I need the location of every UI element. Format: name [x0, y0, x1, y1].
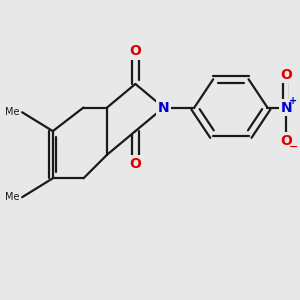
Text: O: O: [129, 157, 141, 171]
Text: −: −: [289, 142, 298, 152]
Text: Me: Me: [5, 192, 20, 202]
Text: O: O: [129, 44, 141, 58]
Text: +: +: [289, 96, 297, 106]
Text: N: N: [158, 100, 170, 115]
Text: O: O: [280, 68, 292, 82]
Text: Me: Me: [5, 107, 20, 117]
Text: N: N: [280, 100, 292, 115]
Text: O: O: [280, 134, 292, 148]
